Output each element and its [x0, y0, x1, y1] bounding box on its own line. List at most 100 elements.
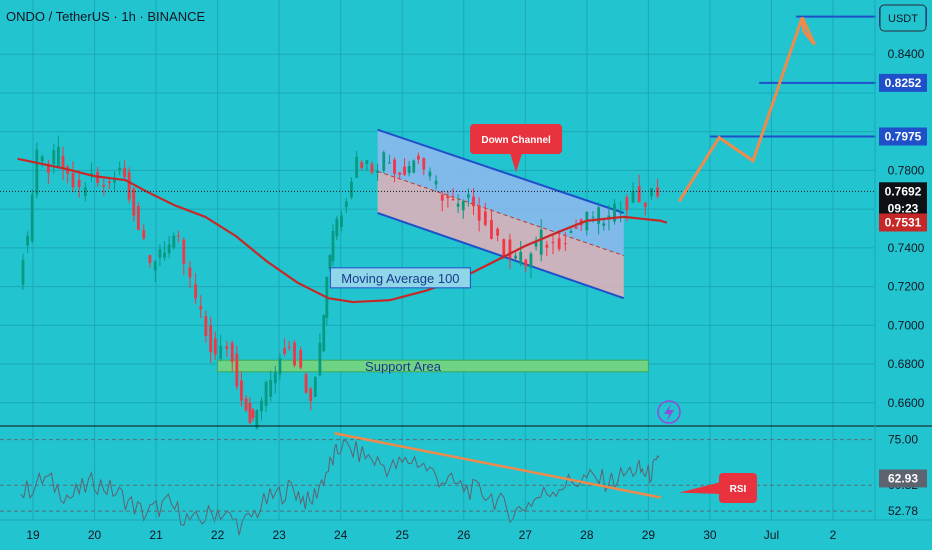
candle-body	[407, 166, 411, 174]
candle-body	[428, 171, 432, 177]
candle-body	[213, 338, 217, 355]
time-tick-label: 27	[519, 528, 533, 542]
candle-body	[77, 179, 81, 187]
down-channel-callout: Down Channel	[470, 124, 563, 173]
time-tick-label: 25	[396, 528, 410, 542]
time-tick-label: 23	[272, 528, 286, 542]
candle-body	[40, 156, 44, 162]
candle-body	[248, 402, 252, 423]
currency-label: USDT	[888, 13, 918, 25]
candle-body	[534, 242, 538, 247]
candle-body	[264, 381, 268, 406]
candle-body	[388, 162, 391, 164]
time-tick-label: 24	[334, 528, 348, 542]
lightning-icon[interactable]	[657, 400, 681, 424]
candle-body	[335, 218, 339, 237]
candle-body	[255, 410, 259, 429]
candle-body	[278, 358, 282, 375]
candle-body	[136, 206, 140, 231]
rsi-callout-pointer	[679, 482, 721, 494]
candle-body	[382, 152, 386, 171]
time-tick-label: 19	[26, 528, 40, 542]
candle-body	[574, 226, 578, 229]
candle-body	[71, 172, 75, 188]
axis-label-bg	[879, 182, 927, 201]
candle-body	[287, 346, 291, 348]
candle-body	[607, 215, 611, 219]
candle-body	[350, 181, 353, 198]
candle-body	[514, 255, 517, 259]
candle-body	[508, 239, 512, 259]
candle-body	[365, 160, 369, 164]
candle-body	[153, 261, 157, 271]
time-tick-label: 22	[211, 528, 225, 542]
candle-body	[273, 372, 277, 384]
candle-body	[602, 223, 606, 226]
candle-body	[240, 380, 243, 401]
candle-body	[21, 260, 25, 285]
price-tick-label: 0.6600	[888, 396, 925, 410]
rsi-callout-box	[719, 473, 757, 503]
candle-body	[360, 162, 364, 169]
rsi-tick-label: 75.00	[888, 433, 918, 447]
candle-body	[188, 267, 192, 278]
candle-body	[167, 244, 171, 254]
rsi-line	[20, 439, 660, 536]
candle-body	[46, 163, 50, 173]
projection-path	[677, 16, 804, 203]
candle-body	[456, 203, 460, 207]
rsi-current-bg	[879, 469, 927, 488]
candle-body	[158, 249, 162, 258]
candle-body	[260, 400, 263, 412]
candle-body	[225, 346, 229, 349]
candle-body	[230, 342, 234, 362]
projection-arrowhead	[800, 16, 816, 46]
candle-body	[483, 211, 487, 225]
candle-body	[643, 202, 647, 208]
candle-body	[199, 305, 203, 310]
candle-body	[52, 150, 56, 165]
candle-body	[446, 196, 450, 199]
price-tick-label: 0.7000	[888, 318, 925, 332]
candle-body	[194, 284, 197, 299]
channel-upper-line	[377, 128, 625, 214]
currency-button[interactable]: USDT	[879, 4, 927, 32]
candle-body	[490, 220, 493, 239]
candle-body	[376, 170, 380, 173]
candle-body	[204, 316, 208, 336]
channel-mid-line	[377, 170, 624, 257]
axis-label-bg	[879, 213, 927, 232]
candle-body	[83, 187, 87, 196]
candle-body	[370, 163, 374, 173]
candle-body	[26, 235, 30, 246]
support-area	[217, 359, 649, 373]
moving-average-line	[17, 157, 668, 304]
candle-body	[269, 380, 273, 397]
candle-body	[30, 194, 34, 241]
down-channel-box	[470, 124, 563, 154]
time-tick-label: 26	[457, 528, 471, 542]
candle-body	[496, 228, 500, 236]
support-area-label: Support Area	[365, 359, 442, 374]
rsi-callout-label: RSI	[730, 484, 747, 495]
time-tick-label: Jul	[764, 528, 779, 542]
price-axis[interactable]: 0.6600 0.6800 0.7000 0.7200 0.7400 0.7800 0.84…	[874, 0, 925, 520]
candle-body	[591, 216, 595, 218]
candle-body	[176, 235, 180, 237]
candle-body	[597, 207, 601, 224]
time-axis[interactable]: 19 20 21 22 23 24 25 26 27 28 29 30 Jul 2	[0, 519, 932, 542]
axis-label-level: 0.8252	[885, 76, 922, 90]
candle-body	[113, 180, 116, 183]
candle-body	[434, 180, 438, 185]
candle-body	[340, 215, 343, 227]
price-tick-label: 0.7800	[888, 163, 925, 177]
candle-body	[529, 253, 533, 268]
candle-body	[650, 188, 653, 197]
moving-average-label: Moving Average 100	[341, 271, 459, 286]
candle-body	[472, 196, 475, 207]
candle-body	[318, 342, 322, 376]
price-levels	[709, 15, 876, 138]
